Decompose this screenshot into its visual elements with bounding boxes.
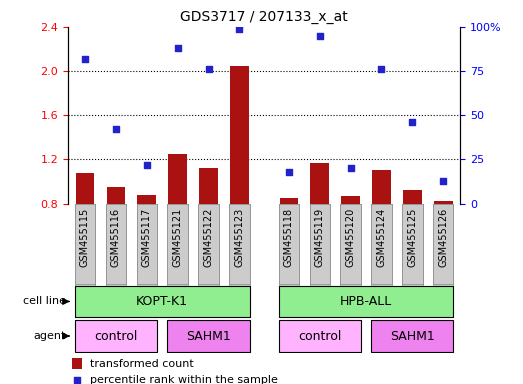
Bar xyxy=(402,204,423,292)
Bar xyxy=(342,196,360,292)
Text: cell line: cell line xyxy=(23,296,66,306)
Bar xyxy=(72,359,82,369)
Point xyxy=(439,177,448,184)
Text: control: control xyxy=(298,329,342,343)
Bar xyxy=(106,204,126,284)
Point xyxy=(112,126,120,132)
Bar xyxy=(230,66,248,292)
Point xyxy=(81,56,89,62)
Bar xyxy=(434,201,452,292)
Point xyxy=(285,169,293,175)
Text: GSM455116: GSM455116 xyxy=(111,208,121,266)
Bar xyxy=(137,204,157,284)
Bar xyxy=(137,204,157,292)
Point xyxy=(143,162,151,168)
Text: GSM455121: GSM455121 xyxy=(173,208,183,267)
Point xyxy=(377,66,385,72)
Bar xyxy=(402,204,423,284)
Text: SAHM1: SAHM1 xyxy=(186,329,231,343)
Bar xyxy=(167,204,188,292)
Bar xyxy=(167,320,249,352)
Point xyxy=(204,66,213,72)
Bar xyxy=(229,204,249,292)
Bar xyxy=(310,204,330,284)
Bar xyxy=(75,286,249,317)
Bar xyxy=(340,204,361,284)
Bar xyxy=(279,204,299,284)
Bar xyxy=(279,320,361,352)
Bar xyxy=(167,204,188,284)
Point xyxy=(235,26,244,32)
Text: GSM455119: GSM455119 xyxy=(315,208,325,266)
Bar xyxy=(310,204,330,292)
Title: GDS3717 / 207133_x_at: GDS3717 / 207133_x_at xyxy=(180,10,348,25)
Point xyxy=(408,119,416,125)
Point xyxy=(346,165,355,171)
Bar xyxy=(75,204,95,284)
Bar xyxy=(371,204,392,284)
Bar xyxy=(311,163,329,292)
Text: GSM455118: GSM455118 xyxy=(284,208,294,266)
Bar xyxy=(138,195,156,292)
Bar xyxy=(279,204,299,292)
Text: GSM455115: GSM455115 xyxy=(80,208,90,267)
Text: percentile rank within the sample: percentile rank within the sample xyxy=(89,375,277,384)
Bar xyxy=(199,168,218,292)
Bar xyxy=(340,204,361,292)
Text: KOPT-K1: KOPT-K1 xyxy=(136,295,188,308)
Text: GSM455122: GSM455122 xyxy=(203,208,213,267)
Bar xyxy=(75,320,157,352)
Text: GSM455126: GSM455126 xyxy=(438,208,448,267)
Bar xyxy=(106,204,126,292)
Point xyxy=(73,377,81,383)
Bar xyxy=(229,204,249,284)
Bar xyxy=(198,204,219,292)
Text: GSM455117: GSM455117 xyxy=(142,208,152,267)
Text: agent: agent xyxy=(33,331,66,341)
Bar xyxy=(198,204,219,284)
Bar xyxy=(433,204,453,292)
Bar xyxy=(76,173,94,292)
Text: GSM455123: GSM455123 xyxy=(234,208,244,267)
Bar xyxy=(75,204,95,292)
Text: SAHM1: SAHM1 xyxy=(390,329,435,343)
Bar xyxy=(403,190,422,292)
Text: GSM455125: GSM455125 xyxy=(407,208,417,267)
Text: GSM455124: GSM455124 xyxy=(377,208,386,267)
Bar xyxy=(107,187,125,292)
Text: HPB-ALL: HPB-ALL xyxy=(340,295,392,308)
Text: GSM455120: GSM455120 xyxy=(346,208,356,267)
Text: control: control xyxy=(94,329,138,343)
Bar xyxy=(372,170,391,292)
Bar xyxy=(168,154,187,292)
Bar xyxy=(371,320,453,352)
Bar xyxy=(371,204,392,292)
Bar xyxy=(279,286,453,317)
Point xyxy=(315,33,324,39)
Text: transformed count: transformed count xyxy=(89,359,194,369)
Bar xyxy=(433,204,453,284)
Bar xyxy=(280,198,298,292)
Point xyxy=(174,45,182,51)
